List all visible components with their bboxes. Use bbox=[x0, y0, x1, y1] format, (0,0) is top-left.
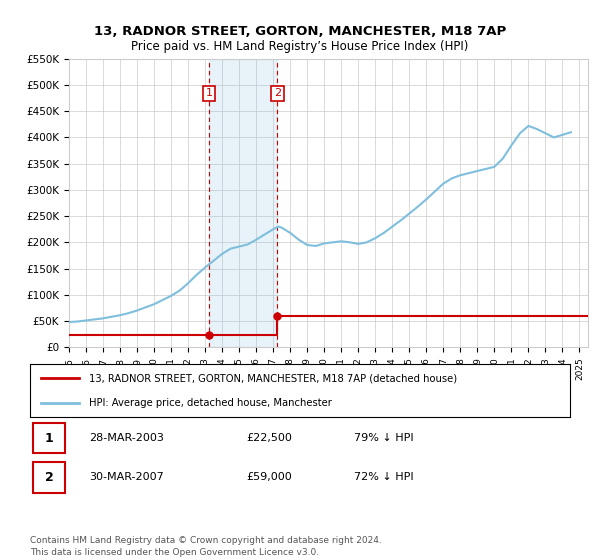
Text: £59,000: £59,000 bbox=[246, 473, 292, 482]
Text: Price paid vs. HM Land Registry’s House Price Index (HPI): Price paid vs. HM Land Registry’s House … bbox=[131, 40, 469, 53]
Text: 2: 2 bbox=[274, 88, 281, 99]
Text: 1: 1 bbox=[44, 432, 53, 445]
Text: 72% ↓ HPI: 72% ↓ HPI bbox=[354, 473, 413, 482]
Text: 13, RADNOR STREET, GORTON, MANCHESTER, M18 7AP: 13, RADNOR STREET, GORTON, MANCHESTER, M… bbox=[94, 25, 506, 38]
Text: HPI: Average price, detached house, Manchester: HPI: Average price, detached house, Manc… bbox=[89, 398, 332, 408]
FancyBboxPatch shape bbox=[33, 462, 65, 493]
Text: 79% ↓ HPI: 79% ↓ HPI bbox=[354, 433, 413, 443]
Text: 30-MAR-2007: 30-MAR-2007 bbox=[89, 473, 164, 482]
Bar bbox=[209, 59, 277, 347]
Text: 13, RADNOR STREET, GORTON, MANCHESTER, M18 7AP (detached house): 13, RADNOR STREET, GORTON, MANCHESTER, M… bbox=[89, 374, 458, 384]
Text: 28-MAR-2003: 28-MAR-2003 bbox=[89, 433, 164, 443]
Text: £22,500: £22,500 bbox=[246, 433, 292, 443]
Text: Contains HM Land Registry data © Crown copyright and database right 2024.
This d: Contains HM Land Registry data © Crown c… bbox=[30, 536, 382, 557]
FancyBboxPatch shape bbox=[33, 423, 65, 454]
Text: 2: 2 bbox=[44, 471, 53, 484]
Text: 1: 1 bbox=[206, 88, 212, 99]
